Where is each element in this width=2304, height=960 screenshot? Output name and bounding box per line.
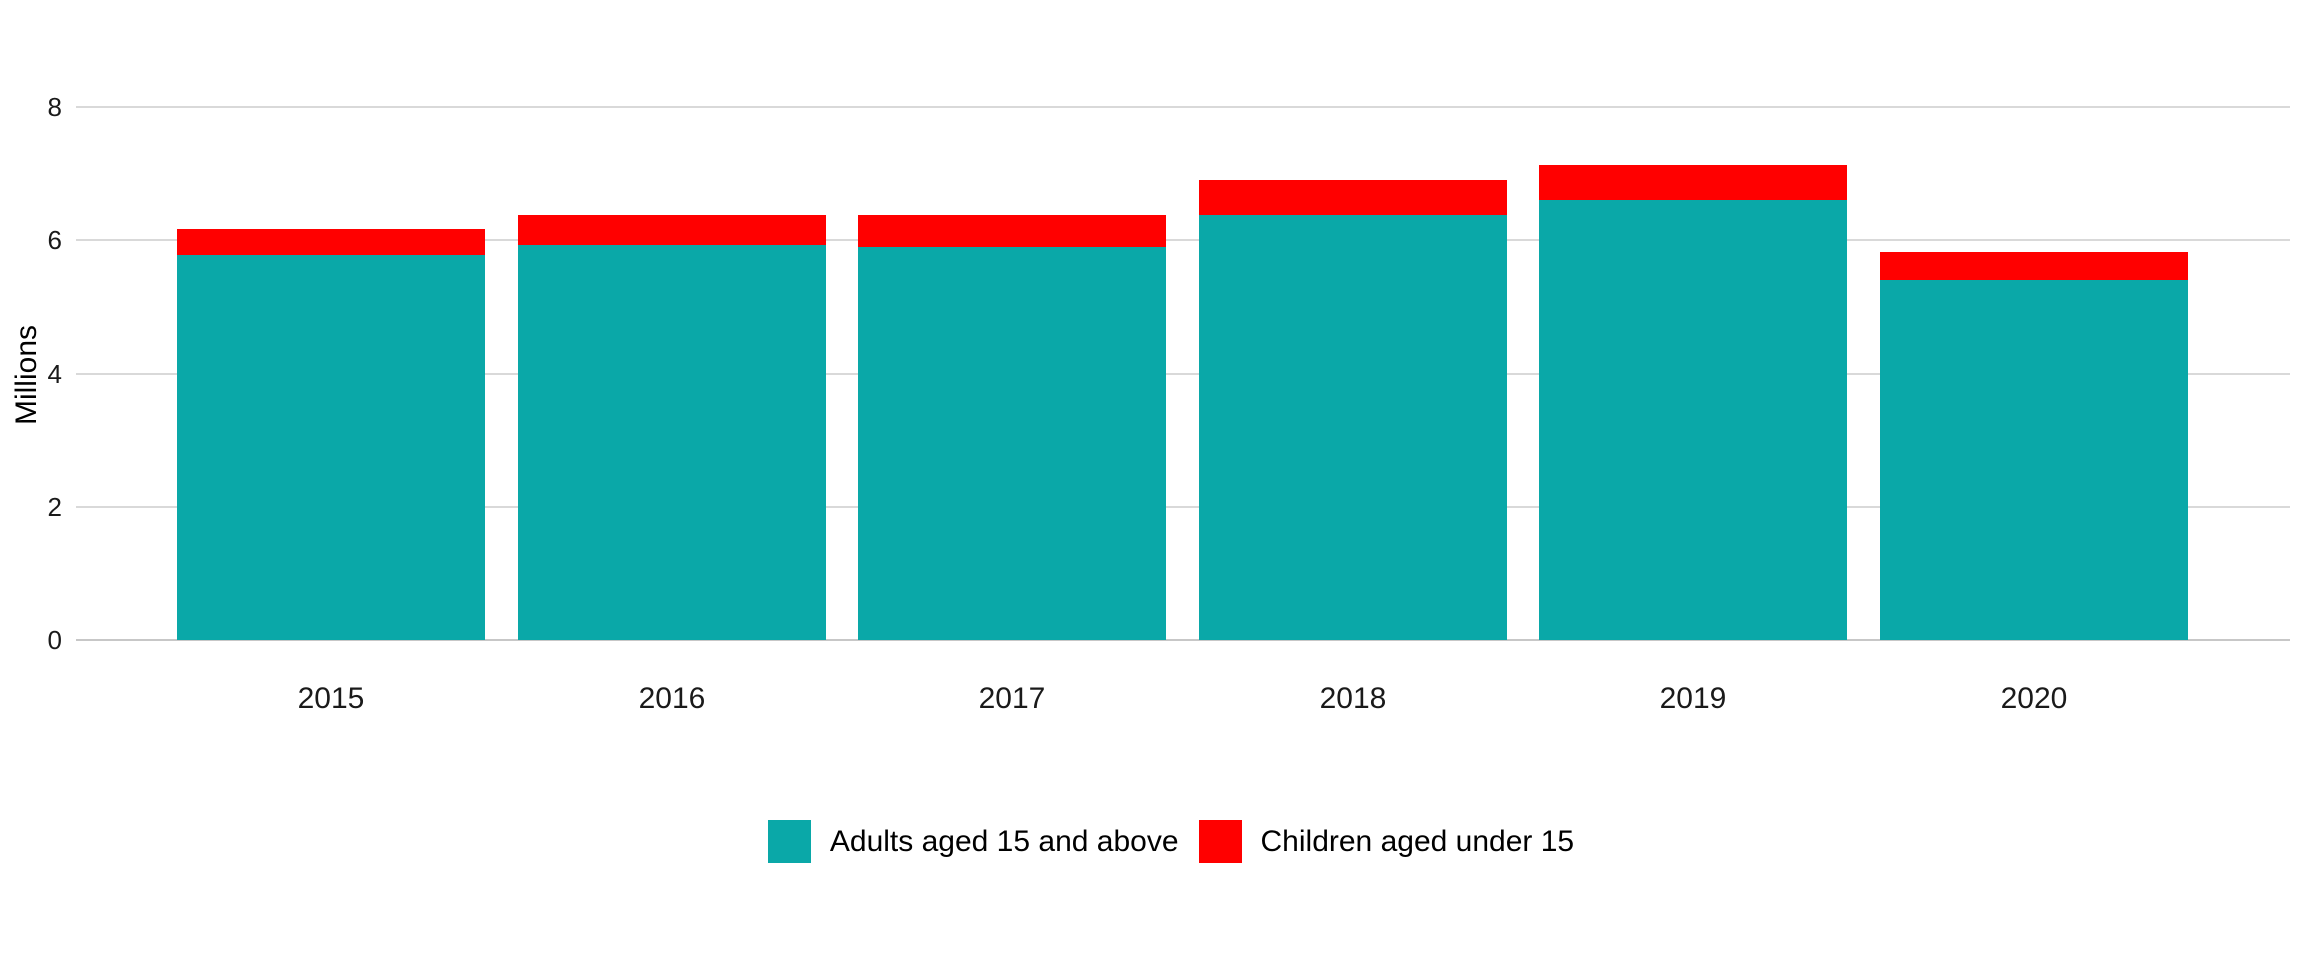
legend: Adults aged 15 and above Children aged u… bbox=[0, 820, 2304, 863]
bar-segment-2015-children[interactable] bbox=[177, 228, 485, 255]
y-tick-label-6: 6 bbox=[47, 225, 62, 256]
x-tick-label-2015: 2015 bbox=[297, 682, 365, 715]
y-axis-title: Millions bbox=[10, 324, 43, 426]
bar-segment-2020-children[interactable] bbox=[1880, 251, 2188, 280]
y-tick-label-8: 8 bbox=[47, 92, 62, 122]
gridline-y-4 bbox=[76, 372, 2290, 375]
gridline-y-0 bbox=[76, 639, 2290, 641]
bar-segment-2018-children[interactable] bbox=[1199, 179, 1507, 215]
x-tick-label-2017: 2017 bbox=[978, 682, 1046, 715]
gridline-y-8 bbox=[76, 106, 2290, 108]
legend-item-children[interactable]: Children aged under 15 bbox=[1198, 820, 1575, 863]
y-tick-label-0: 0 bbox=[47, 625, 62, 655]
bar-segment-2015-adults[interactable] bbox=[177, 254, 485, 640]
y-tick-label-4: 4 bbox=[47, 358, 62, 389]
bar-segment-2020-adults[interactable] bbox=[1880, 279, 2188, 640]
bar-segment-2019-adults[interactable] bbox=[1539, 199, 1847, 640]
bar-segment-2016-children[interactable] bbox=[518, 214, 826, 245]
legend-item-adults[interactable]: Adults aged 15 and above bbox=[767, 820, 1179, 863]
gridline-y-2 bbox=[76, 505, 2290, 508]
x-tick-label-2016: 2016 bbox=[638, 682, 706, 715]
x-tick-label-2019: 2019 bbox=[1659, 682, 1727, 715]
bar-segment-2019-children[interactable] bbox=[1539, 164, 1847, 200]
children-series-swatch-icon bbox=[1198, 820, 1242, 863]
bar-segment-2016-adults[interactable] bbox=[518, 244, 826, 640]
x-tick-label-2018: 2018 bbox=[1319, 682, 1387, 715]
bar-segment-2018-adults[interactable] bbox=[1199, 214, 1507, 640]
adults-series-swatch-icon bbox=[767, 820, 811, 863]
y-tick-label-2: 2 bbox=[47, 491, 62, 522]
bar-segment-2017-children[interactable] bbox=[858, 214, 1166, 247]
x-tick-label-2020: 2020 bbox=[2000, 682, 2068, 715]
bar-segment-2017-adults[interactable] bbox=[858, 246, 1166, 640]
legend-label-children: Children aged under 15 bbox=[1260, 824, 1575, 858]
gridline-y-6 bbox=[76, 239, 2290, 242]
legend-label-adults: Adults aged 15 and above bbox=[829, 824, 1179, 858]
